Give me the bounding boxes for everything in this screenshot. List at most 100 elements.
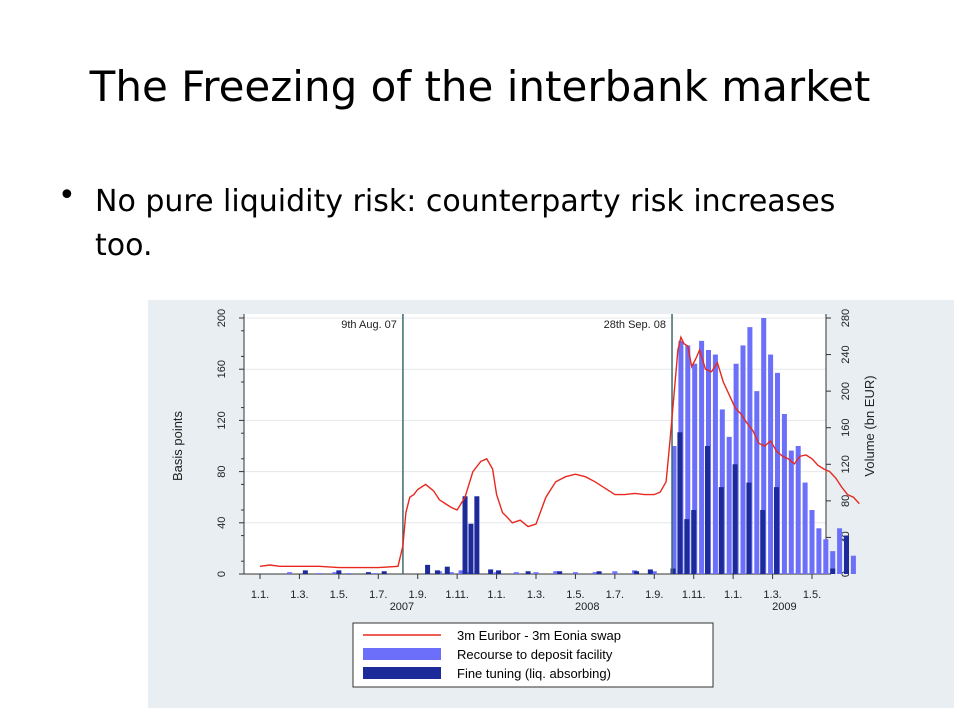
bar — [802, 482, 808, 574]
bar — [287, 572, 293, 574]
slide-title: The Freezing of the interbank market — [89, 62, 871, 111]
bullet-text: No pure liquidity risk: counterparty ris… — [95, 184, 836, 263]
bar — [830, 551, 836, 574]
plot-area — [244, 314, 826, 574]
legend-swatch — [363, 667, 441, 679]
bar — [691, 510, 697, 574]
bar — [788, 450, 794, 574]
legend-label: Fine tuning (liq. absorbing) — [457, 666, 611, 681]
bar — [332, 572, 338, 574]
bar — [553, 571, 559, 574]
bar — [740, 345, 746, 574]
bar — [647, 569, 653, 574]
bar — [726, 436, 732, 574]
y-tick-label: 200 — [216, 309, 228, 327]
bar — [651, 571, 657, 574]
y2-tick-label: 240 — [840, 345, 852, 363]
bar — [684, 519, 690, 574]
y-tick-label: 0 — [216, 571, 228, 577]
bar — [474, 496, 480, 574]
bar — [525, 571, 531, 574]
bar — [612, 571, 618, 574]
event-label: 28th Sep. 08 — [604, 319, 666, 331]
bar — [671, 446, 677, 574]
bar — [458, 570, 464, 574]
x-tick-label: 1.5. — [566, 589, 584, 601]
x-tick-label: 1.3. — [763, 589, 781, 601]
bar — [302, 570, 308, 574]
bar — [533, 572, 539, 574]
bar — [677, 432, 683, 574]
bar — [844, 535, 849, 574]
y2-tick-label: 120 — [840, 455, 852, 473]
bar-series — [302, 432, 849, 574]
bar — [781, 414, 787, 574]
bar — [774, 487, 780, 574]
bar — [468, 523, 474, 574]
y2-tick-label: 280 — [840, 309, 852, 327]
bar — [346, 573, 352, 574]
x-tick-label: 1.7. — [606, 589, 624, 601]
bar — [760, 510, 766, 574]
bar — [425, 564, 431, 574]
y2-tick-label: 80 — [840, 495, 852, 507]
year-label: 2007 — [390, 601, 414, 613]
legend-swatch — [363, 648, 441, 660]
legend-label: 3m Euribor - 3m Eonia swap — [457, 628, 621, 643]
x-tick-label: 1.9. — [645, 589, 663, 601]
y-tick-label: 160 — [216, 360, 228, 378]
bar — [746, 482, 752, 574]
bar — [830, 568, 836, 574]
y-tick-label: 80 — [216, 465, 228, 477]
bar — [365, 572, 371, 574]
y2-axis-title: Volume (bn EUR) — [862, 375, 877, 476]
bar — [712, 354, 718, 574]
x-tick-label: 1.5. — [803, 589, 821, 601]
chart: 0408012016020004080120160200240280Basis … — [170, 309, 877, 688]
bar — [496, 570, 502, 574]
bullet-marker: • — [58, 178, 76, 213]
bar — [634, 571, 640, 574]
y-tick-label: 120 — [216, 411, 228, 429]
bar — [816, 528, 822, 574]
bar — [444, 566, 450, 574]
bar — [336, 570, 342, 574]
bar — [513, 572, 519, 574]
x-tick-label: 1.1. — [251, 589, 269, 601]
year-label: 2008 — [575, 601, 599, 613]
x-tick-label: 1.7. — [369, 589, 387, 601]
bar — [692, 363, 698, 574]
bar — [747, 327, 753, 574]
bar — [448, 572, 454, 574]
bar — [775, 372, 780, 574]
y-axis-title: Basis points — [170, 410, 185, 481]
bar — [823, 539, 829, 574]
x-tick-label: 1.1. — [724, 589, 742, 601]
bar — [754, 391, 760, 574]
bar — [705, 446, 711, 574]
bar — [837, 528, 843, 574]
line-series — [259, 335, 860, 569]
bar — [699, 340, 705, 574]
event-label: 9th Aug. 07 — [341, 319, 397, 331]
y2-tick-label: 160 — [840, 419, 852, 437]
bar — [381, 571, 387, 574]
x-tick-label: 1.5. — [330, 589, 348, 601]
year-label: 2009 — [772, 601, 796, 613]
x-tick-label: 1.9. — [409, 589, 427, 601]
chart-frame: 0408012016020004080120160200240280Basis … — [148, 300, 954, 708]
y-tick-label: 40 — [216, 517, 228, 529]
bar — [572, 572, 578, 574]
x-tick-label: 1.11. — [682, 589, 706, 601]
bar — [596, 571, 602, 574]
bar — [685, 345, 691, 574]
bar — [488, 569, 494, 574]
x-tick-label: 1.1. — [487, 589, 505, 601]
bar — [557, 571, 563, 574]
bar — [462, 496, 468, 574]
y2-tick-label: 200 — [840, 382, 852, 400]
legend-label: Recourse to deposit facility — [457, 647, 613, 662]
bar — [670, 568, 676, 574]
bar — [718, 487, 724, 574]
bar — [371, 573, 377, 574]
